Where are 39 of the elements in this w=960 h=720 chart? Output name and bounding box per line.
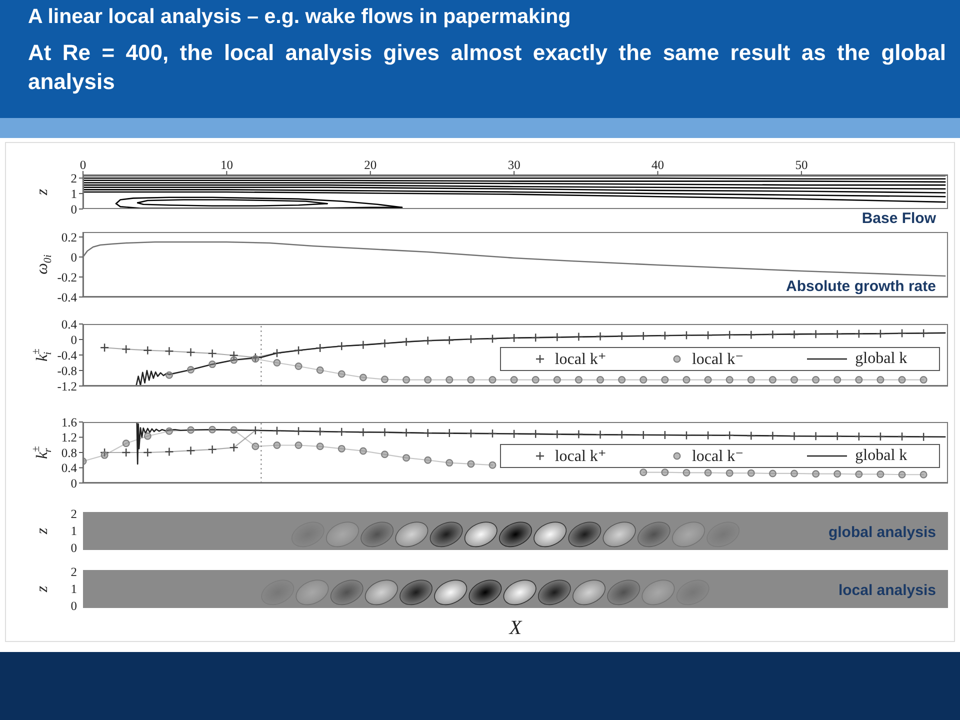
y-tick-label: 0.2: [61, 230, 77, 244]
chart-title: A linear local analysis – e.g. wake flows in papermaking: [28, 4, 572, 30]
legend-label: global k: [855, 350, 908, 368]
x-tick-label: 30: [508, 158, 520, 172]
x-tick-label: 0: [80, 158, 86, 172]
text: z: [34, 527, 50, 536]
legend-label: global k: [855, 447, 908, 465]
y-tick-label: -0.2: [57, 270, 77, 284]
y-tick-label: -0.4: [57, 348, 78, 362]
y-tick-label: 1: [70, 186, 77, 201]
y-tick-label: 0.4: [61, 317, 78, 332]
y-tick-label: 0: [70, 250, 77, 264]
text: global analysis: [828, 524, 936, 542]
y-tick-label: 1.6: [61, 415, 77, 430]
y-tick-label: 0.4: [61, 461, 78, 476]
y-tick-label: 0: [70, 476, 77, 490]
text: Base Flow: [862, 210, 936, 228]
legend-label: local k⁺: [554, 350, 606, 369]
legend-label: local k⁻: [692, 447, 744, 466]
x-tick-label: 10: [220, 158, 233, 172]
text: local analysis: [838, 582, 936, 600]
y-tick-label: 2: [70, 172, 77, 186]
y-tick-label: 0.8: [61, 446, 77, 460]
y-tick-label: -0.4: [57, 290, 78, 304]
y-tick-label: 0: [70, 332, 77, 347]
chart-subtitle: At Re = 400, the local analysis gives almost exactly the same result as the global analysis: [28, 39, 946, 96]
x-tick-label: 20: [364, 158, 377, 172]
text: z: [34, 585, 50, 594]
x-tick-label: 40: [652, 158, 664, 172]
y-tick-label: -1.2: [57, 379, 77, 394]
y-tick-label: 0: [70, 202, 77, 216]
y-axis-title: z: [34, 188, 50, 196]
legend-label: local k⁺: [554, 447, 606, 466]
y-tick-label: 1.2: [61, 430, 77, 445]
x-tick-label: 50: [795, 158, 808, 172]
annotation: Absolute growth rate: [786, 278, 936, 296]
text: X: [508, 617, 524, 639]
y-tick-label: -0.8: [57, 364, 77, 378]
legend-label: local k⁻: [692, 350, 744, 369]
